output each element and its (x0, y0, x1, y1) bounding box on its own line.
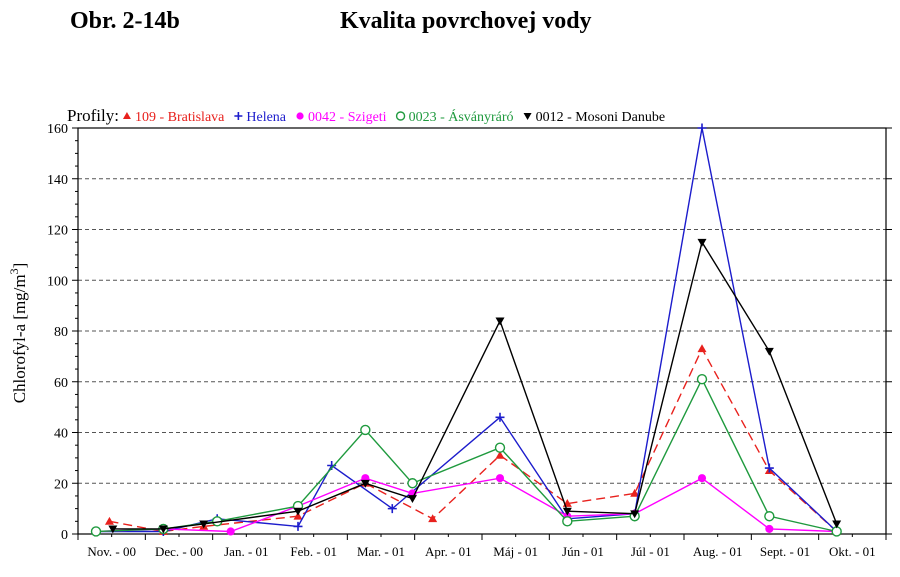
x-tick-label: Nov. - 00 (87, 544, 136, 559)
data-point (122, 112, 131, 119)
x-tick-label: Dec. - 00 (155, 544, 203, 559)
data-point (630, 510, 640, 519)
data-point (765, 524, 774, 533)
data-point (523, 113, 532, 120)
data-point (494, 442, 506, 453)
data-point (764, 347, 774, 356)
x-tick-label: Máj - 01 (493, 544, 538, 559)
data-point (562, 516, 573, 527)
x-tick-label: Okt. - 01 (829, 544, 876, 559)
y-tick-label: 60 (54, 376, 68, 391)
data-point (428, 514, 438, 523)
data-point (293, 507, 303, 516)
x-tick-label: Jún - 01 (562, 544, 604, 559)
y-tick-label: 140 (47, 173, 68, 188)
x-tick-label: Mar. - 01 (357, 544, 405, 559)
data-point (360, 479, 370, 488)
data-point (407, 478, 418, 489)
data-point (697, 123, 707, 133)
data-point (395, 111, 406, 121)
legend-title: Profily: (67, 106, 119, 125)
data-point (495, 317, 505, 326)
y-axis-label-sup: 3 (7, 268, 21, 274)
data-point (407, 495, 417, 503)
legend-entry: 0042 - Szigeti (308, 110, 387, 125)
data-point (562, 507, 572, 516)
data-point (293, 511, 303, 520)
x-tick-label: Sept. - 01 (760, 544, 810, 559)
series-line (95, 377, 837, 533)
series (108, 238, 842, 534)
x-tick-label: Jan. - 01 (224, 544, 268, 559)
y-tick-label: 40 (54, 427, 68, 442)
data-point (108, 525, 118, 534)
data-point (234, 112, 243, 120)
legend-entry: 109 - Bratislava (135, 110, 225, 125)
data-point (764, 511, 775, 522)
series-line (109, 347, 838, 533)
y-axis-label-close: ] (10, 263, 29, 269)
y-tick-label: 120 (47, 224, 68, 239)
legend: Profily: 109 - Bratislava Helena 0042 - Szi… (67, 106, 665, 125)
y-axis-label-text: Chlorofyl-a [mg/m (10, 274, 29, 403)
series-line (112, 240, 838, 530)
data-point (158, 525, 168, 534)
gridlines (78, 178, 886, 484)
x-tick-label: Apr. - 01 (425, 544, 472, 559)
data-point (104, 516, 114, 525)
data-point (696, 374, 708, 385)
data-point (630, 488, 640, 497)
x-tick-label: Aug. - 01 (693, 544, 742, 559)
y-tick-label: 80 (54, 325, 68, 340)
y-tick-label: 0 (61, 528, 68, 543)
x-tick-label: Júl - 01 (631, 544, 670, 559)
data-point (832, 520, 842, 529)
legend-entry: 0023 - Ásványráró (409, 108, 514, 125)
data-point (226, 527, 235, 536)
data-point (697, 344, 707, 353)
series (90, 374, 842, 537)
y-tick-label: 160 (47, 122, 68, 137)
legend-entry: Helena (246, 110, 286, 125)
figure-title: Kvalita povrchovej vody (340, 8, 592, 34)
series-line (95, 477, 837, 533)
data-point (697, 238, 707, 247)
y-tick-label: 20 (54, 477, 68, 492)
data-point (293, 521, 303, 531)
data-point (360, 424, 371, 436)
series (91, 123, 842, 536)
y-axis-label: Chlorofyl-a [mg/m3] (7, 263, 29, 404)
data-point (764, 463, 774, 473)
data-point (90, 526, 102, 537)
data-point (387, 504, 397, 514)
x-tick-label: Feb. - 01 (290, 544, 337, 559)
series-line (96, 127, 838, 533)
figure-label: Obr. 2-14b (70, 8, 180, 34)
data-point (495, 412, 505, 422)
legend-entry: 0012 - Mosoni Danube (536, 110, 666, 125)
data-point (697, 474, 707, 483)
axes: 0 20 40 60 80 100 120 140 160 Nov. - 00 Dec. - 00 J… (47, 122, 892, 559)
y-tick-label: 100 (47, 274, 68, 289)
data-point (495, 474, 505, 483)
data-point (495, 450, 505, 459)
series-group (90, 123, 842, 537)
data-point (199, 520, 209, 529)
data-point (296, 112, 304, 120)
